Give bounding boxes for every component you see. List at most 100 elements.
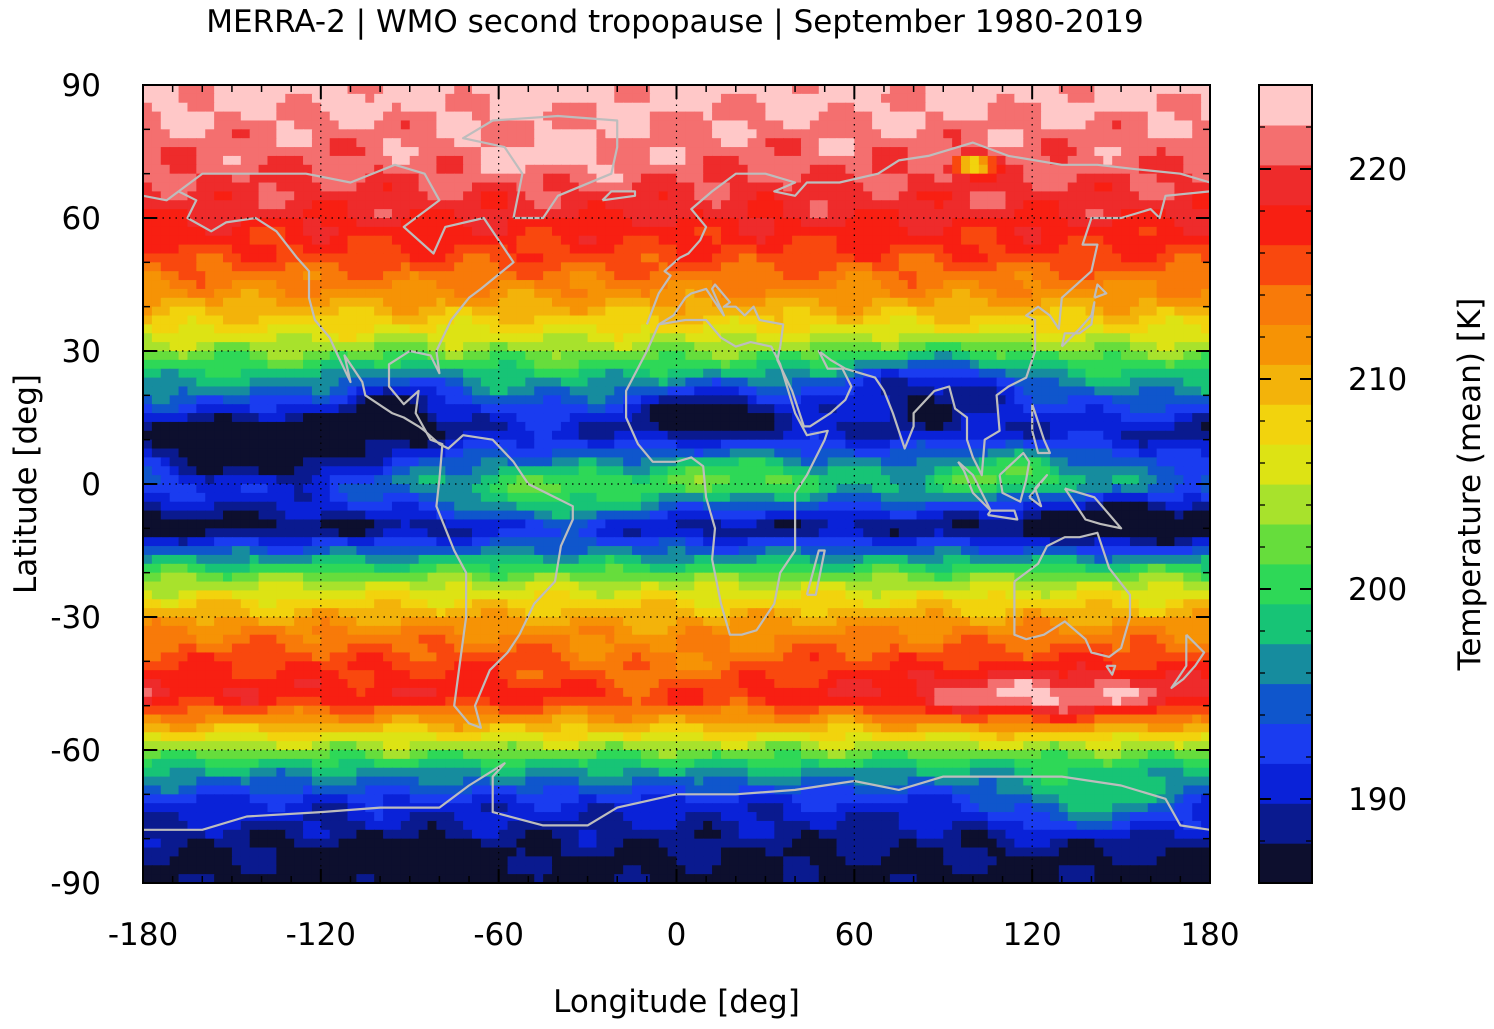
field-cell (720, 351, 731, 361)
field-cell (907, 439, 918, 450)
field-cell (1174, 200, 1185, 210)
field-cell (1121, 120, 1131, 131)
field-cell (187, 395, 198, 405)
field-cell (632, 102, 642, 113)
field-cell (774, 306, 784, 317)
field-cell (792, 359, 802, 370)
field-cell (231, 235, 242, 246)
field-cell (907, 138, 918, 148)
field-cell (712, 155, 722, 166)
field-cell (231, 138, 242, 148)
field-cell (649, 421, 660, 432)
field-cell (311, 138, 322, 148)
field-cell (1147, 129, 1158, 139)
field-cell (240, 342, 251, 352)
field-cell (391, 395, 402, 405)
field-cell (303, 111, 313, 122)
field-cell (792, 244, 802, 255)
field-cell (311, 306, 322, 317)
field-cell (978, 377, 989, 388)
field-cell (409, 386, 420, 397)
field-cell (694, 85, 704, 95)
field-cell (1067, 280, 1078, 290)
field-cell (223, 253, 233, 264)
field-cell (187, 191, 198, 201)
field-cell (383, 413, 393, 423)
field-cell (196, 297, 206, 308)
field-cell (1049, 191, 1060, 201)
field-cell (845, 359, 856, 370)
field-cell (151, 218, 162, 228)
field-cell (667, 386, 678, 397)
field-cell (1094, 182, 1104, 193)
field-cell (205, 297, 215, 308)
field-cell (1103, 93, 1113, 104)
field-cell (1138, 386, 1149, 397)
field-cell (1112, 324, 1122, 334)
field-cell (614, 155, 624, 166)
field-cell (1147, 102, 1158, 113)
field-cell (374, 85, 384, 95)
field-cell (498, 439, 509, 450)
field-cell (454, 439, 464, 450)
field-cell (391, 421, 402, 432)
field-cell (783, 226, 793, 237)
field-cell (169, 315, 180, 326)
field-cell (231, 209, 242, 219)
field-cell (285, 111, 295, 122)
field-cell (178, 262, 189, 272)
field-cell (516, 191, 527, 201)
field-cell (1156, 226, 1167, 237)
field-cell (383, 430, 393, 441)
field-cell (231, 368, 242, 379)
field-cell (240, 271, 251, 281)
field-cell (320, 342, 331, 352)
field-cell (712, 191, 722, 201)
field-cell (596, 218, 607, 228)
field-cell (196, 421, 206, 432)
field-cell (809, 421, 820, 432)
field-cell (889, 359, 900, 370)
field-cell (311, 448, 322, 459)
field-cell (205, 253, 215, 264)
field-cell (507, 102, 518, 113)
field-cell (747, 377, 758, 388)
field-cell (1049, 351, 1060, 361)
field-cell (1165, 297, 1176, 308)
field-cell (836, 129, 847, 139)
field-cell (196, 262, 206, 272)
field-cell (632, 315, 642, 326)
field-cell (667, 280, 678, 290)
field-cell (480, 404, 491, 414)
field-cell (1014, 262, 1024, 272)
field-cell (694, 182, 704, 193)
field-cell (214, 164, 224, 175)
field-cell (543, 120, 553, 131)
field-cell (1183, 262, 1193, 272)
field-cell (632, 324, 642, 334)
field-cell (614, 138, 624, 148)
field-cell (516, 138, 527, 148)
field-cell (552, 395, 562, 405)
field-cell (1174, 430, 1185, 441)
field-cell (756, 129, 767, 139)
field-cell (276, 111, 286, 122)
field-cell (534, 395, 544, 405)
field-cell (667, 111, 678, 122)
field-cell (694, 102, 704, 113)
field-cell (169, 448, 180, 459)
field-cell (320, 421, 331, 432)
field-cell (747, 333, 758, 343)
field-cell (231, 226, 242, 237)
field-cell (978, 404, 989, 414)
field-cell (347, 315, 358, 326)
field-cell (329, 226, 340, 237)
field-cell (383, 342, 393, 352)
field-cell (525, 93, 535, 104)
field-cell (640, 182, 651, 193)
field-cell (649, 102, 660, 113)
field-cell (587, 218, 598, 228)
field-cell (534, 244, 544, 255)
field-cell (489, 182, 500, 193)
field-cell (436, 102, 447, 113)
